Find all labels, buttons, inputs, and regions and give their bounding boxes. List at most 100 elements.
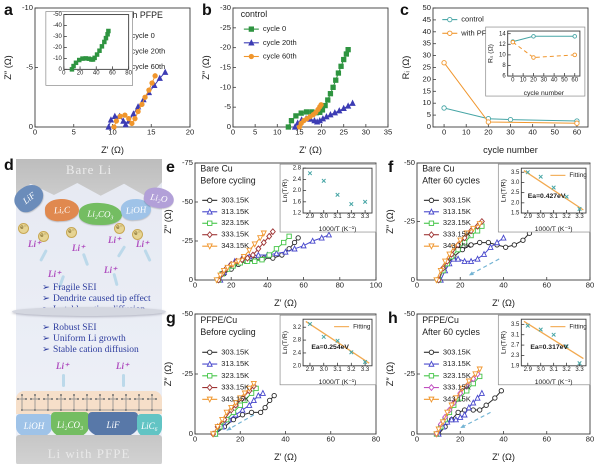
svg-text:cycle 20th: cycle 20th (263, 38, 297, 47)
svg-text:with PFPE: with PFPE (121, 10, 163, 20)
svg-text:0: 0 (62, 71, 66, 77)
svg-text:20: 20 (186, 128, 194, 137)
bullet-item: ➢ Dendrite caused tip effect (42, 294, 151, 304)
svg-text:-50: -50 (404, 309, 415, 318)
li-ion-label: Li⁺ (108, 235, 121, 245)
sei-fragment-li2co3: Li₂CO₃ (78, 202, 123, 226)
svg-text:60: 60 (109, 71, 116, 77)
svg-text:-10: -10 (22, 3, 33, 12)
svg-text:20: 20 (236, 435, 244, 444)
svg-text:After 60 cycles: After 60 cycles (422, 327, 480, 337)
panel-label-b: b (202, 2, 212, 19)
svg-text:343.15K: 343.15K (221, 241, 249, 250)
svg-text:-20: -20 (220, 43, 231, 52)
svg-text:Fitting: Fitting (569, 323, 587, 330)
svg-text:343.15K: 343.15K (443, 241, 471, 250)
svg-text:Ea=0.317eV: Ea=0.317eV (530, 344, 568, 351)
bullet-item: ➢ Stable cation diffusion (42, 345, 139, 355)
svg-text:-50: -50 (53, 12, 62, 18)
svg-text:323.15K: 323.15K (443, 218, 471, 227)
svg-text:10: 10 (462, 128, 470, 137)
svg-text:Rₛ (Ω): Rₛ (Ω) (488, 44, 495, 63)
pfpe-li-bullet-list: ➢ Robust SEI ➢ Uniform Li growth ➢ Stable c… (42, 323, 139, 356)
electron-icon: e⁻ (38, 231, 49, 242)
bullet-item: ➢ Uniform Li growth (42, 334, 126, 344)
chart-h-pfpe-cu-after: 0 20 40 60 80 0 -25 -50 Z′ (Ω) Z″ (Ω) 303.15K 313.1… (385, 309, 594, 462)
svg-text:0: 0 (33, 128, 37, 137)
svg-text:Ea=0.254eV: Ea=0.254eV (311, 344, 349, 351)
svg-text:0: 0 (189, 429, 193, 438)
svg-text:20: 20 (77, 71, 84, 77)
svg-text:1000/T (K⁻¹): 1000/T (K⁻¹) (535, 226, 573, 233)
svg-text:-50: -50 (182, 197, 193, 206)
sei-fragment-lixc: LiₓC (44, 198, 80, 222)
svg-text:Ea=0.427eV: Ea=0.427eV (528, 193, 566, 200)
svg-text:313.15K: 313.15K (221, 359, 249, 368)
svg-text:Z″ (Ω): Z″ (Ω) (3, 55, 13, 79)
svg-text:3.1: 3.1 (549, 367, 558, 373)
li-ion-label: Li⁺ (48, 269, 61, 279)
chart-f-bare-cu-after: 0 20 40 60 80 0 -25 -50 Z′ (Ω) Z″ (Ω) 303.15K 313.1… (385, 158, 594, 308)
svg-text:15: 15 (147, 128, 155, 137)
svg-text:333.15K: 333.15K (221, 383, 249, 392)
svg-text:333.15K: 333.15K (443, 383, 471, 392)
svg-text:40: 40 (499, 281, 507, 290)
svg-text:2.9: 2.9 (306, 367, 315, 373)
svg-text:-40: -40 (53, 23, 62, 29)
svg-text:50: 50 (551, 128, 559, 137)
svg-text:1000/T (K⁻¹): 1000/T (K⁻¹) (319, 226, 357, 233)
svg-text:3.2: 3.2 (562, 214, 571, 220)
chart-b-nyquist-control: 0 5 10 15 20 25 30 35 0 -5 -10 -15 -20 -25 -30 Z′ (Ω) Z″… (201, 3, 392, 155)
svg-text:30: 30 (506, 128, 514, 137)
svg-text:0: 0 (442, 128, 446, 137)
svg-text:-25: -25 (182, 236, 193, 245)
svg-text:40: 40 (423, 27, 431, 36)
svg-text:60: 60 (571, 77, 578, 83)
svg-text:25: 25 (339, 128, 347, 137)
svg-text:3.2: 3.2 (562, 367, 571, 373)
svg-text:20: 20 (484, 128, 492, 137)
panel-label-d: d (4, 157, 14, 174)
svg-text:cycle 60th: cycle 60th (263, 51, 297, 60)
svg-text:Z′ (Ω): Z′ (Ω) (274, 452, 297, 462)
svg-text:40: 40 (499, 435, 507, 444)
svg-text:1.2: 1.2 (293, 211, 302, 217)
svg-text:343.15K: 343.15K (443, 394, 471, 403)
svg-text:5: 5 (253, 128, 257, 137)
svg-text:0: 0 (411, 275, 415, 284)
li-ion-label: Li⁺ (136, 239, 149, 249)
svg-text:cycle 60th: cycle 60th (132, 62, 166, 71)
li-ion-label: Li⁺ (56, 361, 69, 371)
svg-text:Ln(T/R): Ln(T/R) (282, 179, 289, 202)
svg-text:50: 50 (423, 3, 431, 12)
svg-text:cycle number: cycle number (524, 90, 565, 97)
svg-text:3.1: 3.1 (333, 367, 342, 373)
svg-text:0: 0 (511, 77, 515, 83)
svg-text:-30: -30 (220, 3, 231, 12)
svg-text:0: 0 (411, 429, 415, 438)
svg-text:3.5: 3.5 (511, 170, 520, 176)
svg-text:cycle 20th: cycle 20th (132, 46, 166, 55)
svg-text:8: 8 (502, 63, 506, 69)
svg-text:Z″ (Ω): Z″ (Ω) (163, 362, 173, 386)
svg-text:-30: -30 (53, 34, 62, 40)
svg-text:80: 80 (586, 435, 594, 444)
svg-text:-10: -10 (220, 82, 231, 91)
svg-text:40: 40 (263, 281, 271, 290)
svg-text:-5: -5 (26, 63, 33, 72)
svg-text:0: 0 (59, 67, 63, 73)
svg-text:0: 0 (415, 281, 419, 290)
svg-text:-50: -50 (182, 309, 193, 318)
svg-text:2.0: 2.0 (293, 363, 302, 369)
svg-text:with PFPE: with PFPE (460, 28, 496, 37)
svg-text:Ln(T/R): Ln(T/R) (500, 331, 507, 354)
svg-text:control: control (241, 9, 267, 19)
svg-text:Rᵢ (Ω): Rᵢ (Ω) (401, 56, 411, 80)
panel-c: c 0 10 20 30 40 50 60 0 5 10 15 20 25 30 35 40 45 50 cycle… (400, 2, 598, 155)
svg-text:-10: -10 (53, 56, 62, 62)
svg-text:303.15K: 303.15K (443, 347, 471, 356)
panel-f: f 0 20 40 60 80 0 -25 -50 Z′ (Ω) Z″ (Ω) 303.15K 313… (384, 157, 598, 308)
svg-text:3.3: 3.3 (575, 367, 584, 373)
